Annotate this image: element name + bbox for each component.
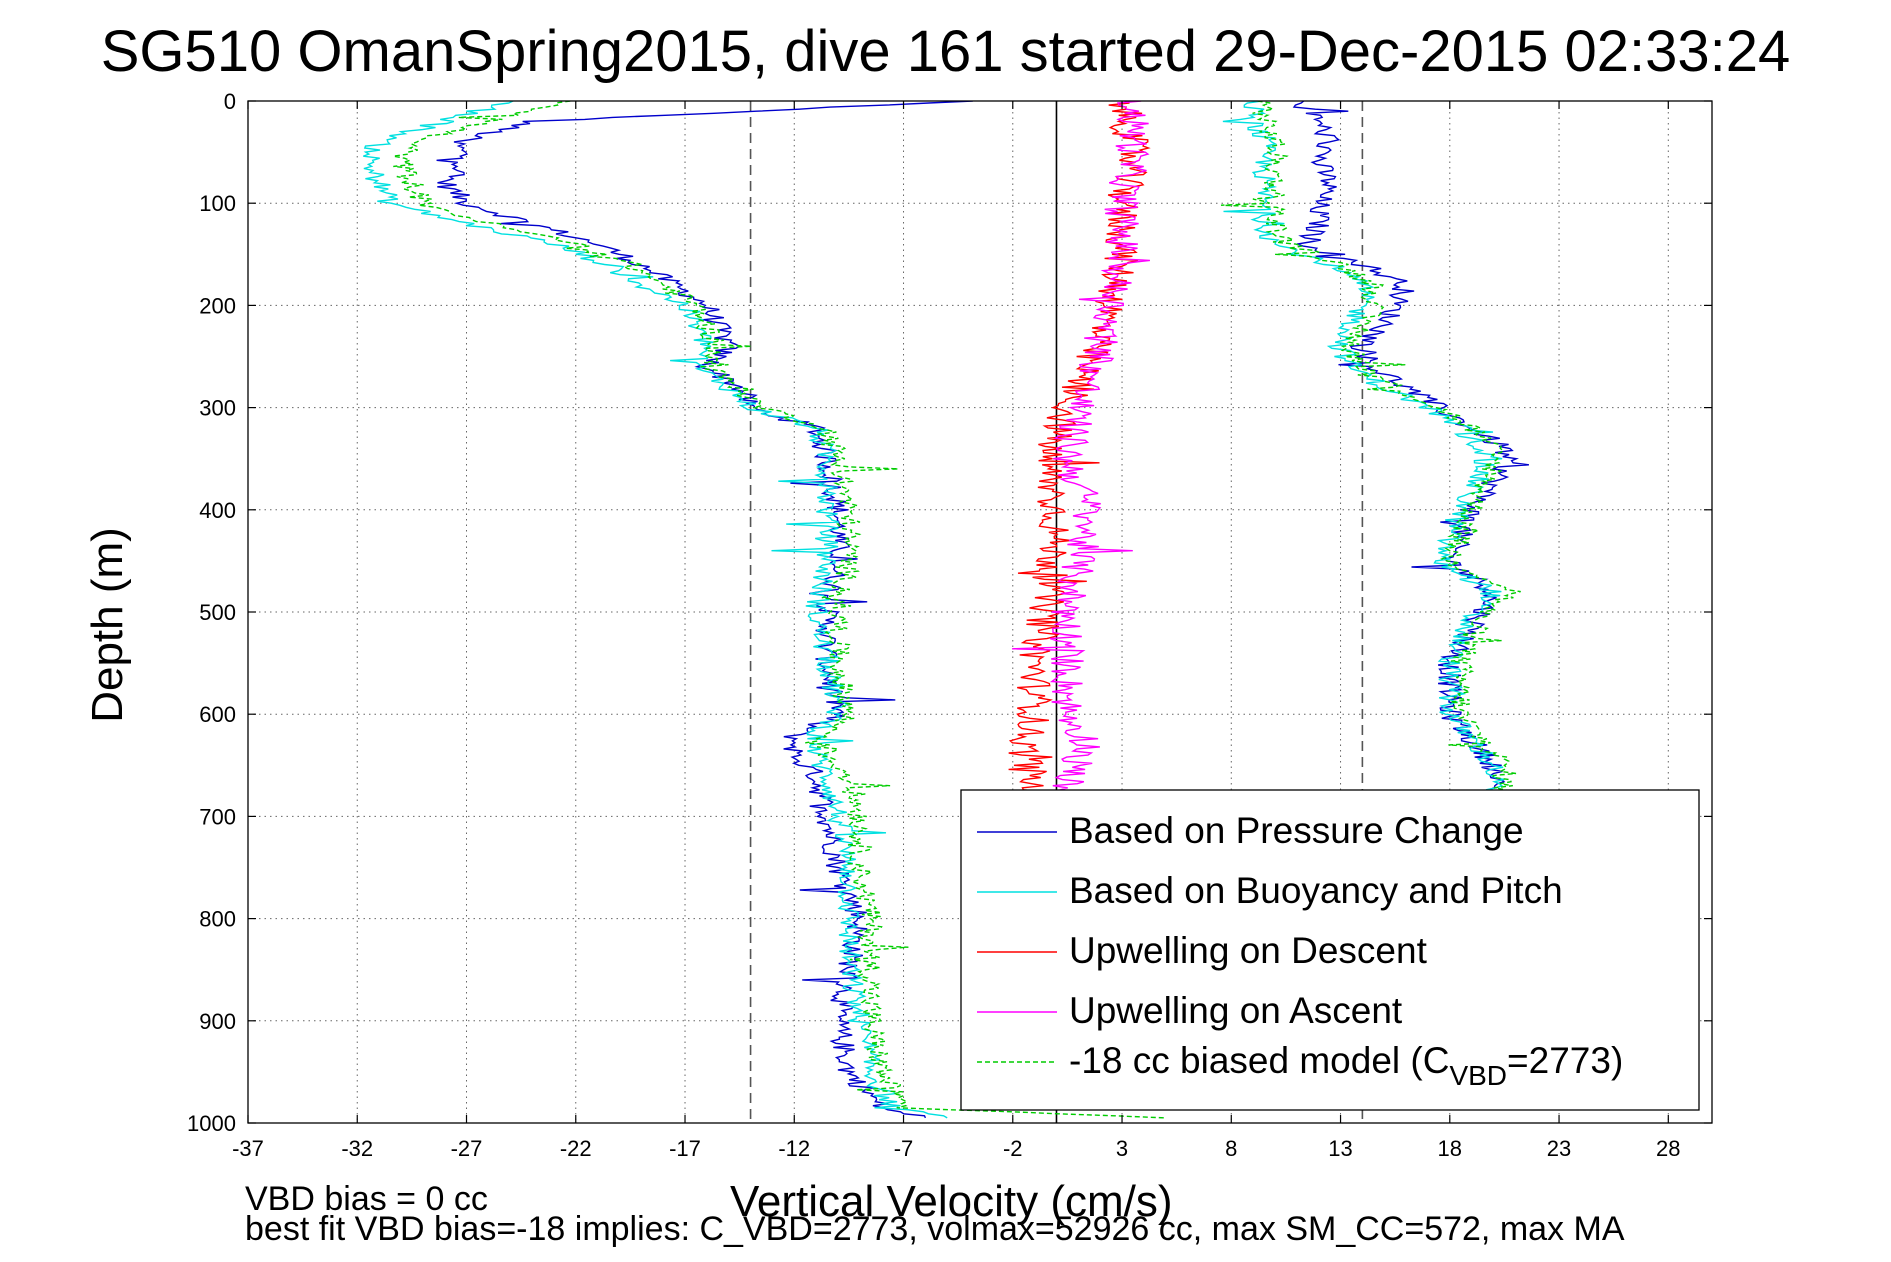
x-tick-label: -22: [560, 1136, 592, 1161]
legend-label-1: Based on Buoyancy and Pitch: [1069, 870, 1563, 911]
x-tick-label: -12: [778, 1136, 810, 1161]
legend-label-text: -18 cc biased model (C: [1069, 1040, 1449, 1081]
legend-label-text: Upwelling on Descent: [1069, 930, 1428, 971]
legend-label-suffix: =2773): [1507, 1040, 1623, 1081]
x-axis-label: Vertical Velocity (cm/s): [730, 1177, 1173, 1226]
y-tick-label: 100: [199, 191, 236, 216]
legend-label-3: Upwelling on Ascent: [1069, 990, 1403, 1031]
x-tick-label: 23: [1547, 1136, 1571, 1161]
series-line-1-profile-1: [1222, 101, 1507, 807]
x-tick-label: 3: [1116, 1136, 1128, 1161]
series-line-1-profile-0: [363, 101, 948, 1119]
y-tick-label: 0: [224, 89, 236, 114]
x-tick-label: 28: [1656, 1136, 1680, 1161]
series-line-0-profile-0: [436, 101, 973, 1119]
y-tick-label: 600: [199, 702, 236, 727]
x-tick-label: -7: [894, 1136, 914, 1161]
x-tick-label: 13: [1328, 1136, 1352, 1161]
legend-label-4: -18 cc biased model (CVBD=2773): [1069, 1040, 1623, 1091]
legend-label-0: Based on Pressure Change: [1069, 810, 1524, 851]
y-tick-label: 300: [199, 396, 236, 421]
y-tick-label: 700: [199, 804, 236, 829]
x-tick-label: -2: [1003, 1136, 1023, 1161]
vbd-bias-note: VBD bias = 0 cc: [245, 1180, 488, 1218]
x-tick-label: -37: [232, 1136, 264, 1161]
y-tick-label: 400: [199, 498, 236, 523]
y-tick-label: 200: [199, 293, 236, 318]
series-line-2-profile-0: [1008, 101, 1151, 807]
y-tick-label: 800: [199, 907, 236, 932]
legend-label-text: Based on Buoyancy and Pitch: [1069, 870, 1563, 911]
legend-label-2: Upwelling on Descent: [1069, 930, 1428, 971]
y-tick-label: 1000: [187, 1111, 236, 1136]
x-tick-label: -27: [451, 1136, 483, 1161]
x-tick-label: -17: [669, 1136, 701, 1161]
legend-label-text: Upwelling on Ascent: [1069, 990, 1403, 1031]
chart-title: SG510 OmanSpring2015, dive 161 started 2…: [100, 19, 1791, 84]
series-line-3-profile-0: [1012, 101, 1150, 807]
legend-label-subscript: VBD: [1449, 1060, 1507, 1091]
x-tick-label: -32: [341, 1136, 373, 1161]
best-fit-note: best fit VBD bias=-18 implies: C_VBD=277…: [245, 1210, 1625, 1248]
x-tick-label: 18: [1438, 1136, 1462, 1161]
series-line-4-profile-1: [1220, 101, 1521, 807]
legend: Based on Pressure Change Based on Buoyanc…: [960, 789, 1700, 1111]
legend-box: [960, 789, 1700, 1111]
y-axis-label: Depth (m): [83, 527, 132, 723]
legend-label-text: Based on Pressure Change: [1069, 810, 1524, 851]
y-tick-label: 500: [199, 600, 236, 625]
y-tick-label: 900: [199, 1009, 236, 1034]
x-tick-label: 8: [1225, 1136, 1237, 1161]
series-line-4-profile-0: [393, 101, 1166, 1119]
